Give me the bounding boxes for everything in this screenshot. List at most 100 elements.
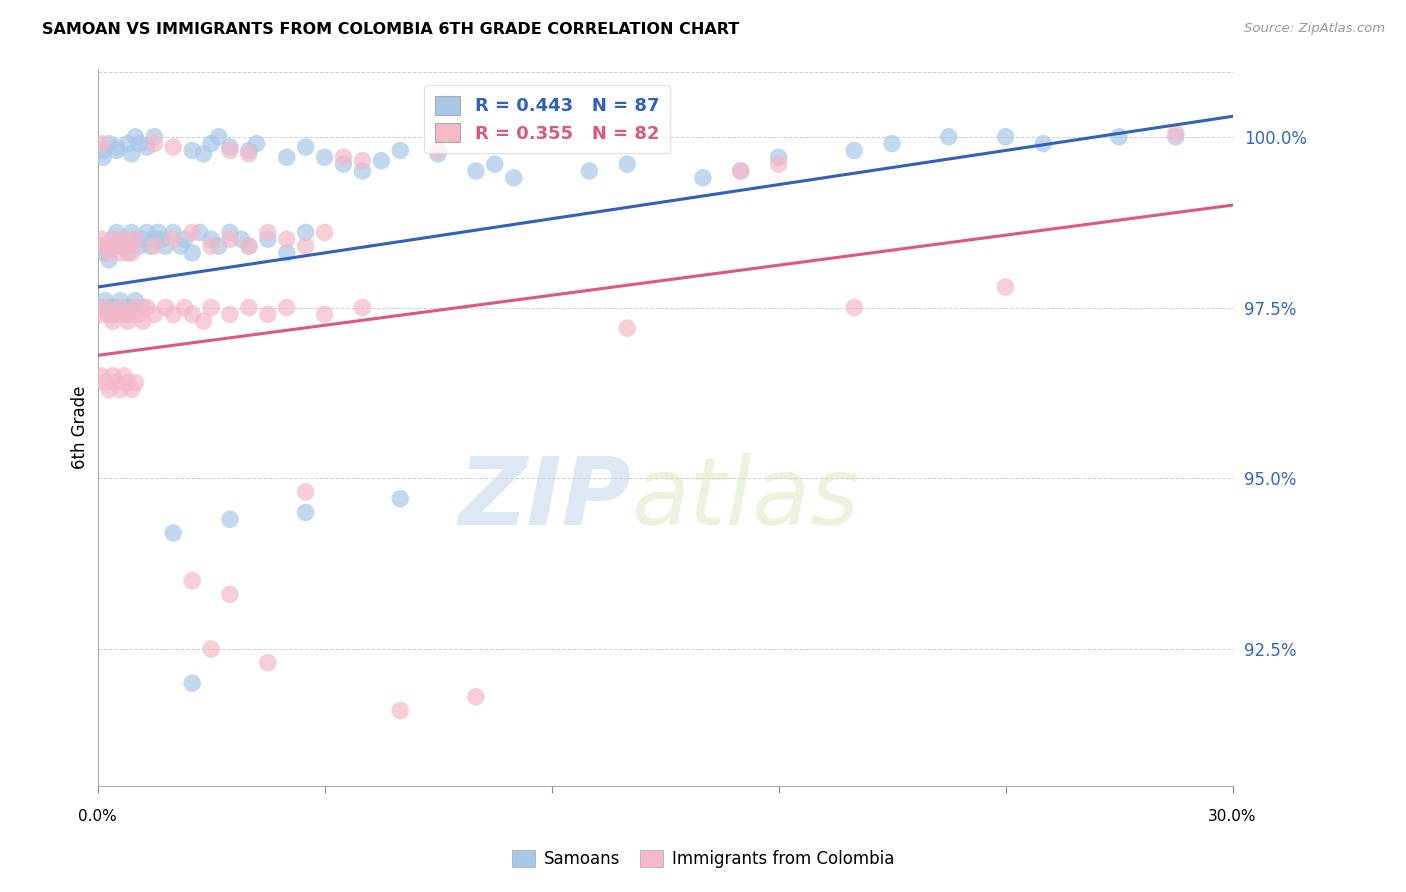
Point <box>181 574 204 588</box>
Point <box>162 232 184 246</box>
Point <box>132 314 155 328</box>
Point <box>294 484 316 499</box>
Point <box>110 246 132 260</box>
Point <box>256 232 278 246</box>
Point <box>188 226 211 240</box>
Point <box>110 239 132 253</box>
Point <box>162 525 184 540</box>
Point <box>200 642 222 657</box>
Point <box>219 144 242 158</box>
Legend: Samoans, Immigrants from Colombia: Samoans, Immigrants from Colombia <box>505 843 901 875</box>
Point <box>97 246 120 260</box>
Point <box>105 140 128 154</box>
Point <box>124 232 146 246</box>
Point <box>464 164 486 178</box>
Point <box>389 491 412 506</box>
Point <box>146 226 169 240</box>
Point <box>692 170 714 185</box>
Text: 0.0%: 0.0% <box>79 809 117 824</box>
Point <box>616 321 638 335</box>
Point <box>101 314 124 328</box>
Point <box>105 239 128 253</box>
Point <box>97 307 120 321</box>
Point <box>238 239 260 253</box>
Point <box>314 226 336 240</box>
Point <box>484 157 506 171</box>
Point <box>91 144 114 158</box>
Point <box>389 144 412 158</box>
Point <box>112 232 135 246</box>
Point <box>219 587 242 601</box>
Point <box>143 232 166 246</box>
Point <box>1108 129 1130 144</box>
Point <box>90 368 112 383</box>
Point <box>132 232 155 246</box>
Point <box>112 368 135 383</box>
Point <box>112 232 135 246</box>
Point <box>844 144 866 158</box>
Point <box>121 226 143 240</box>
Point <box>294 239 316 253</box>
Point <box>314 307 336 321</box>
Point <box>181 226 204 240</box>
Point <box>256 307 278 321</box>
Point <box>238 144 260 158</box>
Point <box>245 136 267 151</box>
Point <box>730 164 752 178</box>
Point <box>294 226 316 240</box>
Point <box>117 136 139 151</box>
Point <box>208 239 231 253</box>
Point <box>90 239 112 253</box>
Point <box>97 136 120 151</box>
Point <box>155 301 177 315</box>
Point <box>427 147 450 161</box>
Point <box>389 703 412 717</box>
Point <box>173 232 195 246</box>
Text: SAMOAN VS IMMIGRANTS FROM COLOMBIA 6TH GRADE CORRELATION CHART: SAMOAN VS IMMIGRANTS FROM COLOMBIA 6TH G… <box>42 22 740 37</box>
Point <box>181 144 204 158</box>
Point <box>143 239 166 253</box>
Point <box>110 293 132 308</box>
Point <box>332 150 354 164</box>
Point <box>256 226 278 240</box>
Point <box>1164 129 1187 144</box>
Point <box>938 129 960 144</box>
Point <box>219 232 242 246</box>
Text: atlas: atlas <box>631 453 859 544</box>
Point <box>101 232 124 246</box>
Point <box>238 301 260 315</box>
Point <box>768 150 790 164</box>
Point <box>200 239 222 253</box>
Point <box>105 226 128 240</box>
Point <box>276 150 298 164</box>
Point <box>139 239 162 253</box>
Point <box>124 129 146 144</box>
Point <box>370 153 392 168</box>
Point <box>94 293 117 308</box>
Point <box>427 144 450 158</box>
Point <box>101 368 124 383</box>
Point <box>231 232 253 246</box>
Point <box>464 690 486 704</box>
Point <box>121 147 143 161</box>
Point <box>105 144 128 158</box>
Point <box>181 246 204 260</box>
Point <box>135 226 157 240</box>
Point <box>117 307 139 321</box>
Point <box>128 136 150 151</box>
Point <box>128 307 150 321</box>
Point <box>208 129 231 144</box>
Point <box>97 301 120 315</box>
Point <box>121 246 143 260</box>
Point <box>105 301 128 315</box>
Point <box>101 232 124 246</box>
Point <box>193 314 215 328</box>
Point <box>219 512 242 526</box>
Point <box>121 383 143 397</box>
Point <box>124 232 146 246</box>
Point <box>994 280 1017 294</box>
Point <box>162 226 184 240</box>
Y-axis label: 6th Grade: 6th Grade <box>72 385 89 468</box>
Point <box>143 307 166 321</box>
Point <box>276 246 298 260</box>
